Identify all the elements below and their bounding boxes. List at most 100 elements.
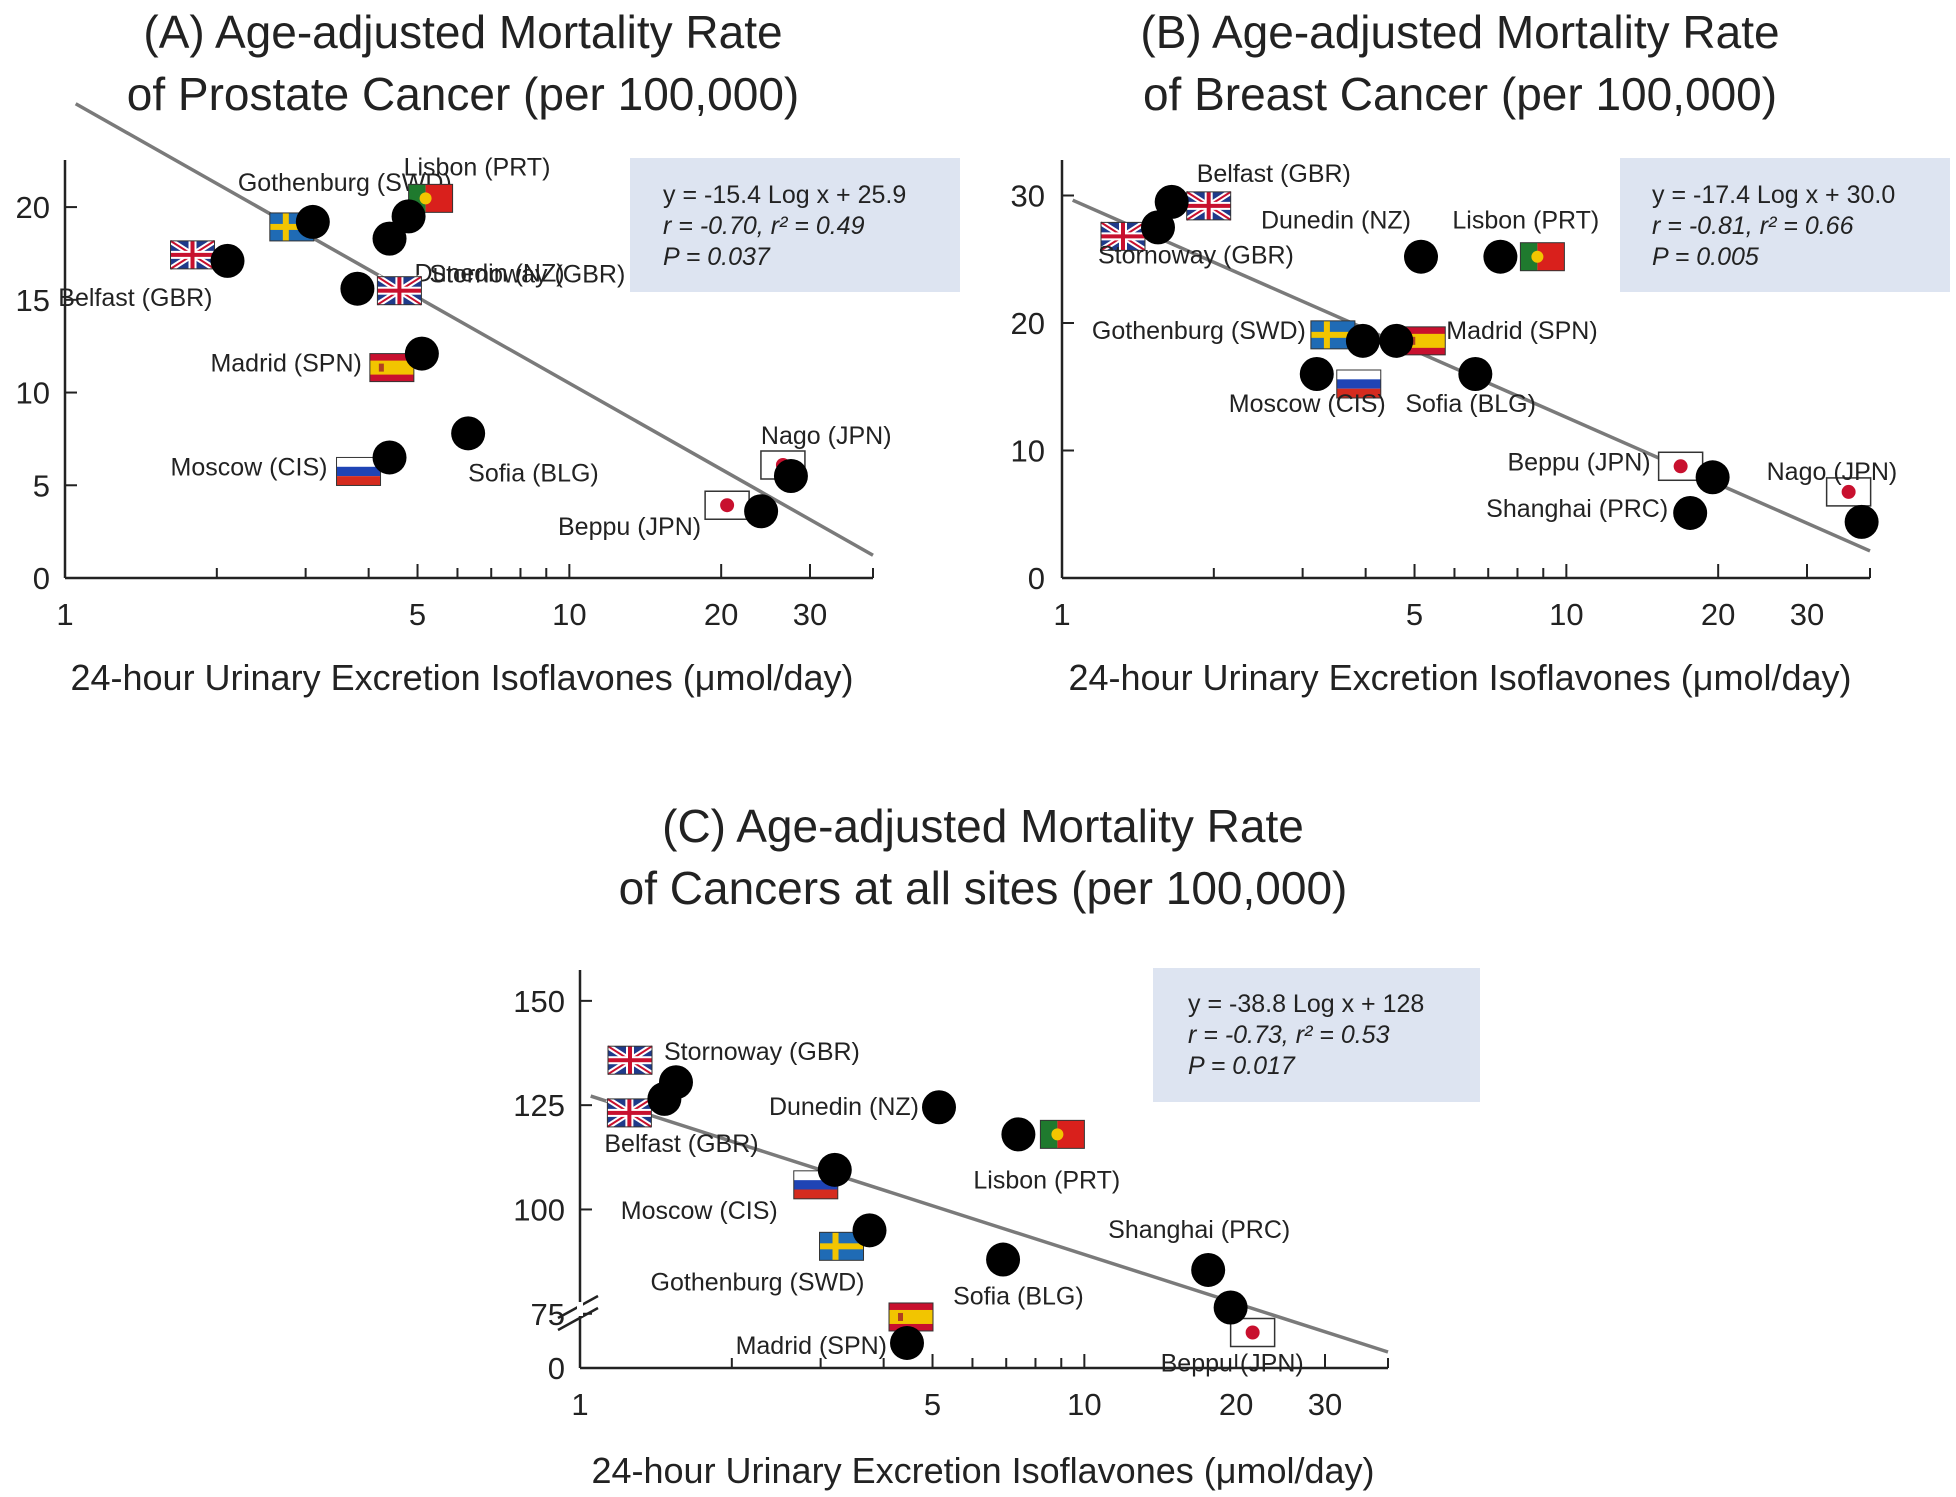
uk-flag-icon [1187, 192, 1231, 220]
data-point [1154, 184, 1189, 219]
x-tick-label: 20 [704, 597, 738, 632]
x-tick-label: 5 [409, 597, 426, 632]
panel-c-title-line-1: (C) Age-adjusted Mortality Rate [662, 800, 1304, 852]
panel-c-correlation: r = -0.73, r² = 0.53 [1188, 1021, 1390, 1049]
panel-a-title-line-2: of Prostate Cancer (per 100,000) [127, 68, 799, 120]
data-point [773, 459, 808, 493]
axis-break-mark [557, 1306, 599, 1332]
x-tick-label: 30 [793, 597, 827, 632]
point-label: Dunedin (NZ) [1261, 207, 1411, 235]
data-point [1213, 1290, 1248, 1325]
point-label: Gothenburg (SWD) [651, 1268, 865, 1296]
y-tick-label: 10 [16, 376, 50, 411]
panel-a-p-value: P = 0.037 [663, 243, 771, 271]
panel-b-stats-box [1620, 158, 1950, 292]
point-label: Shanghai (PRC) [1108, 1216, 1290, 1244]
point-label: Belfast (GBR) [604, 1130, 758, 1158]
panel-a-correlation: r = -0.70, r² = 0.49 [663, 212, 865, 240]
data-point [852, 1213, 887, 1248]
data-point [1673, 495, 1708, 530]
y-tick-label: 0 [1028, 561, 1045, 596]
point-label: Stornoway (GBR) [1098, 241, 1294, 269]
data-point [372, 221, 407, 256]
point-label: Dunedin (NZ) [769, 1093, 919, 1121]
y-tick-label: 20 [1011, 306, 1045, 341]
panel-c-regression-equation: y = -38.8 Log x + 128 [1188, 990, 1424, 1018]
point-label: Beppu (JPN) [1161, 1350, 1304, 1378]
point-label: Beppu (JPN) [1508, 448, 1651, 476]
regression-line [590, 1094, 1389, 1354]
y-tick-label: 10 [1011, 434, 1045, 469]
x-tick-label: 5 [1406, 597, 1423, 632]
panel-a-x-axis-label: 24-hour Urinary Excretion Isoflavones (μ… [70, 657, 853, 698]
point-label: Nago (JPN) [761, 422, 892, 450]
point-label: Lisbon (PRT) [404, 153, 551, 181]
regression-line [74, 102, 874, 557]
point-label: Lisbon (PRT) [973, 1166, 1120, 1194]
y-tick-label: 20 [16, 190, 50, 225]
point-label: Beppu (JPN) [558, 513, 701, 541]
uk-flag-icon [377, 277, 421, 305]
uk-flag-icon [171, 241, 215, 269]
point-label: Stornoway (GBR) [429, 261, 625, 289]
x-tick-label: 1 [1053, 597, 1070, 632]
data-point [451, 416, 486, 451]
data-point [1844, 504, 1879, 539]
point-label: Sofia (BLG) [1405, 390, 1536, 418]
point-label: Madrid (SPN) [736, 1332, 887, 1360]
x-tick-label: 20 [1701, 597, 1735, 632]
panel-b-breast-cancer: (B) Age-adjusted Mortality Rate of Breas… [1011, 6, 1950, 698]
x-tick-label: 10 [552, 597, 586, 632]
panel-c-stats-box [1153, 968, 1480, 1102]
data-point [922, 1090, 957, 1125]
panel-c-x-axis-label: 24-hour Urinary Excretion Isoflavones (μ… [591, 1450, 1374, 1491]
data-point [340, 271, 375, 306]
y-tick-label: 15 [16, 283, 50, 318]
data-point [1458, 357, 1493, 391]
panel-b-p-value: P = 0.005 [1652, 243, 1759, 271]
data-point [295, 204, 330, 239]
x-tick-label: 10 [1549, 597, 1583, 632]
point-label: Madrid (SPN) [210, 350, 361, 378]
panel-a-regression-equation: y = -15.4 Log x + 25.9 [663, 181, 906, 209]
panel-b-title-line-2: of Breast Cancer (per 100,000) [1143, 68, 1777, 120]
data-point [1345, 323, 1380, 358]
data-point [372, 440, 407, 475]
panel-a-title-line-1: (A) Age-adjusted Mortality Rate [143, 6, 782, 58]
data-point [1191, 1252, 1226, 1287]
data-point [1483, 239, 1518, 274]
axis-break-gap [577, 1302, 583, 1316]
point-label: Gothenburg (SWD) [1092, 317, 1306, 345]
x-tick-label: 5 [924, 1387, 941, 1422]
panel-b-correlation: r = -0.81, r² = 0.66 [1652, 212, 1854, 240]
x-tick-label: 20 [1219, 1387, 1253, 1422]
data-point [1140, 210, 1175, 245]
point-label: Sofia (BLG) [468, 459, 599, 487]
point-label: Stornoway (GBR) [664, 1038, 860, 1066]
data-point [1695, 460, 1730, 495]
x-tick-label: 30 [1790, 597, 1824, 632]
point-label: Lisbon (PRT) [1452, 207, 1599, 235]
panel-c-title-line-2: of Cancers at all sites (per 100,000) [619, 862, 1348, 914]
y-tick-label: 150 [513, 984, 565, 1019]
y-tick-label: 0 [33, 561, 50, 596]
x-tick-label: 1 [571, 1387, 588, 1422]
y-tick-label: 5 [33, 468, 50, 503]
point-label: Dunedin (NZ) [415, 260, 565, 288]
point-label: Shanghai (PRC) [1486, 495, 1668, 523]
y-tick-label: 125 [513, 1088, 565, 1123]
data-point [890, 1325, 925, 1360]
point-label: Madrid (SPN) [1446, 317, 1597, 345]
data-point [1299, 357, 1334, 391]
point-label: Moscow (CIS) [621, 1197, 778, 1225]
data-point [1001, 1117, 1036, 1152]
x-tick-label: 1 [56, 597, 73, 632]
uk-flag-icon [608, 1046, 652, 1074]
portugal-flag-icon [1519, 242, 1565, 272]
data-point [210, 243, 245, 278]
point-label: Moscow (CIS) [171, 453, 328, 481]
portugal-flag-icon [1039, 1119, 1085, 1149]
y-tick-label: 30 [1011, 179, 1045, 214]
